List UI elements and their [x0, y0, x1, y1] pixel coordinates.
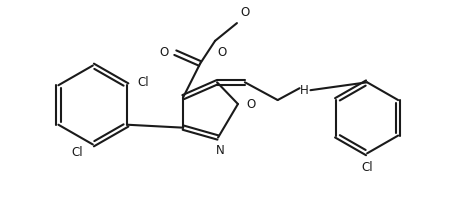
Text: O: O	[159, 46, 169, 59]
Text: O: O	[240, 6, 249, 19]
Text: Cl: Cl	[71, 146, 83, 159]
Text: O: O	[247, 98, 256, 110]
Text: N: N	[216, 144, 224, 157]
Text: O: O	[217, 46, 226, 59]
Text: Cl: Cl	[361, 161, 373, 174]
Text: Cl: Cl	[137, 76, 149, 89]
Text: H: H	[300, 84, 309, 97]
